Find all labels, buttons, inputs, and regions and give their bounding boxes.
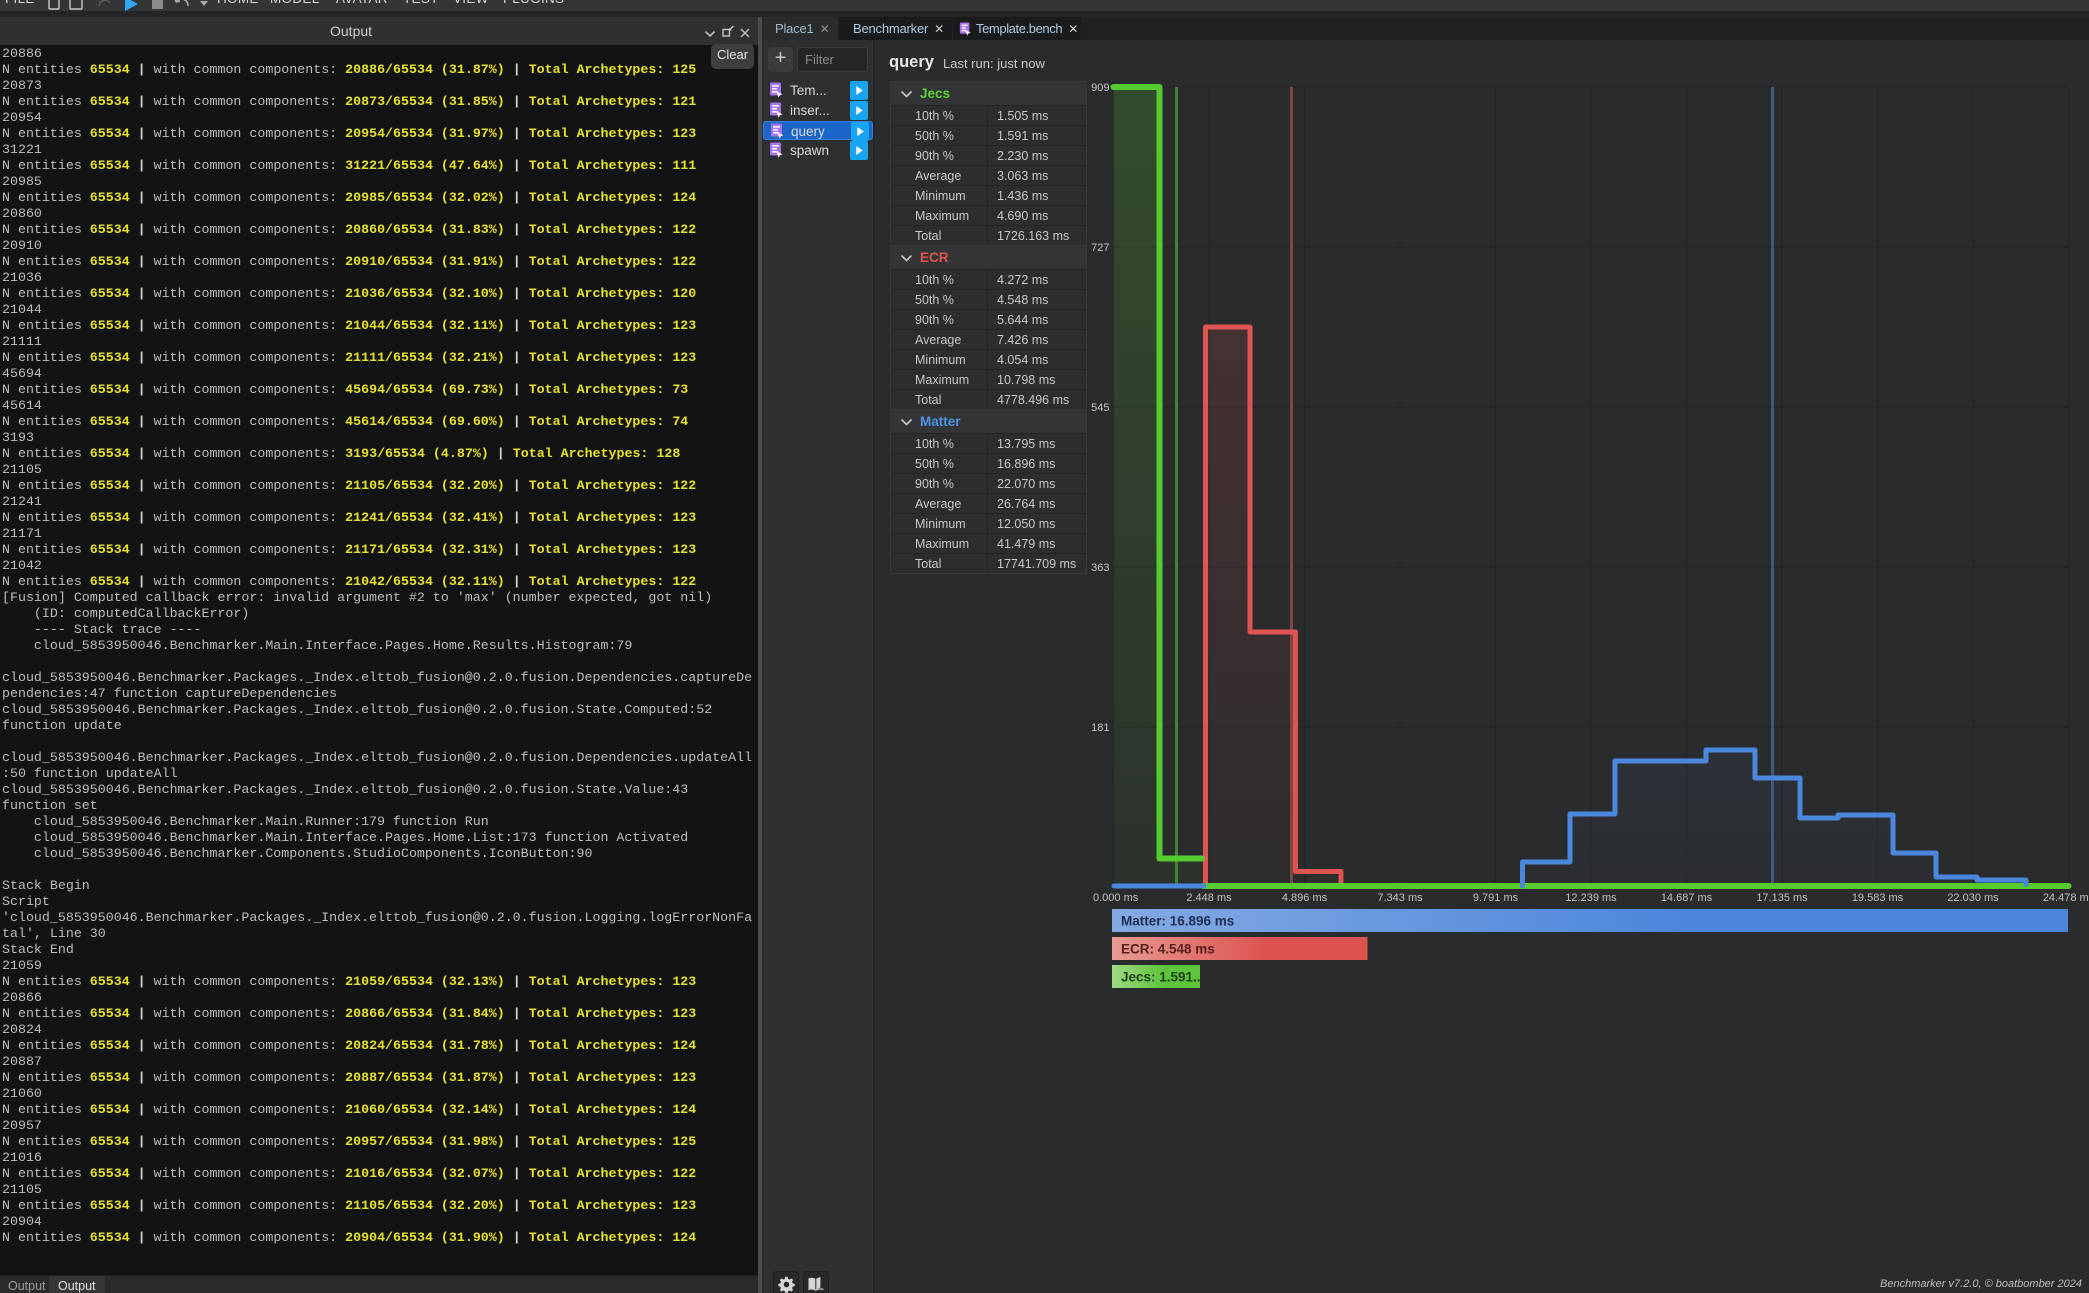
svg-text:22.030 ms: 22.030 ms [1947,892,1999,904]
svg-text:181: 181 [1091,722,1109,734]
svg-text:909: 909 [1091,82,1109,94]
svg-text:Jecs: 1.591...: Jecs: 1.591... [1121,970,1204,985]
svg-text:0.000 ms: 0.000 ms [1093,892,1139,904]
svg-text:545: 545 [1091,402,1109,414]
svg-text:9.791 ms: 9.791 ms [1473,892,1519,904]
svg-text:12.239 ms: 12.239 ms [1565,892,1617,904]
svg-text:Matter: 16.896 ms: Matter: 16.896 ms [1121,914,1234,929]
svg-text:2.448 ms: 2.448 ms [1186,892,1232,904]
svg-text:363: 363 [1091,562,1109,574]
svg-text:24.478 ms: 24.478 ms [2043,892,2089,904]
svg-text:14.687 ms: 14.687 ms [1661,892,1713,904]
svg-text:727: 727 [1091,242,1109,254]
svg-text:4.896 ms: 4.896 ms [1282,892,1328,904]
svg-text:ECR: 4.548 ms: ECR: 4.548 ms [1121,942,1215,957]
svg-text:17.135 ms: 17.135 ms [1756,892,1808,904]
svg-text:19.583 ms: 19.583 ms [1852,892,1904,904]
svg-text:7.343 ms: 7.343 ms [1377,892,1423,904]
